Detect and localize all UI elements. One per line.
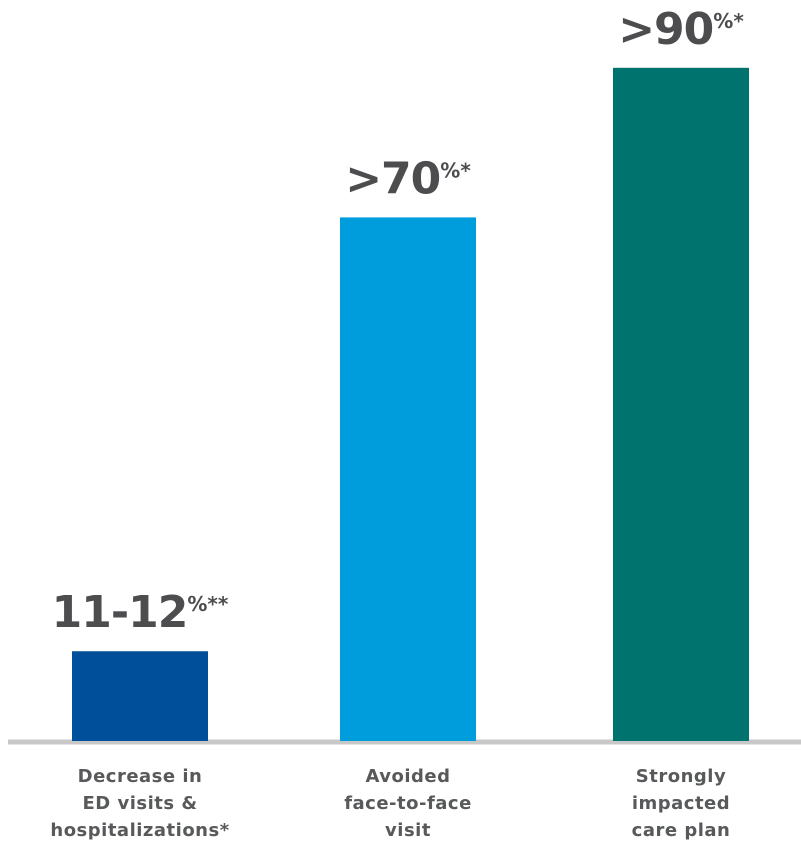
value-label-2: >70%* [345,153,471,204]
category-label-3: Strongly impacted care plan [632,766,731,841]
bar-3 [613,67,749,742]
value-label-3: >90%* [618,4,744,55]
value-label-1: 11-12%** [52,587,229,638]
category-label-2: Avoided face-to-face visit [344,766,472,841]
category-label-1: Decrease in ED visits & hospitalizations* [50,766,229,841]
bar-1 [72,651,208,741]
bar-2 [340,217,476,741]
